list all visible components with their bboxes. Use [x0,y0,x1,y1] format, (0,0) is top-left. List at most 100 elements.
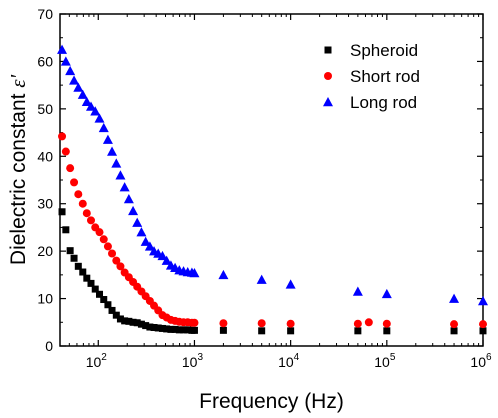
spheroid-point [479,327,487,335]
short-rod-point [61,147,70,156]
long-rod-point [218,269,229,280]
spheroid-point [175,326,183,334]
long-rod-point [57,44,68,54]
spheroid-point [146,323,154,331]
spheroid-point [96,290,104,298]
axes [59,13,484,347]
short-rod-point [74,190,83,199]
short-rod-point [58,132,67,141]
short-rod-point [70,178,79,187]
long-rod-point [352,286,363,296]
x-tick-exponent: 4 [294,352,300,363]
spheroid-point [108,306,116,314]
spheroid-point [142,322,150,330]
x-tick-exponent: 2 [101,352,107,363]
spheroid-point [133,319,141,327]
spheroid-point [116,315,124,323]
short-rod-point [95,228,104,237]
long-rod-point [107,146,118,156]
x-tick-base: 10 [470,354,486,370]
long-rod-point [157,250,168,261]
short-rod-point [257,319,266,328]
spheroid-point [137,320,145,328]
x-tick-label: 105 [374,352,396,370]
short-rod-point [286,319,295,328]
spheroid-point [184,326,192,334]
short-rod-point [190,318,199,327]
long-rod-point [69,75,80,85]
y-tick-label: 10 [37,291,53,307]
y-axis-title: Dielectric constant ε' [6,74,30,265]
long-rod-point [60,56,71,66]
x-tick-base: 10 [278,354,294,370]
spheroid-point [383,327,391,335]
legend-marker-long-rod [323,97,333,107]
spheroid-point [58,208,66,216]
data-points [57,44,488,335]
short-rod-point [82,209,91,218]
long-rod-point [128,205,139,216]
y-tick-label: 30 [37,196,53,212]
long-rod-point [90,106,101,116]
legend-label-long-rod: Long rod [350,93,417,112]
x-tick-exponent: 5 [390,352,396,363]
short-rod-point [479,320,487,329]
spheroid-point [287,327,295,335]
short-rod-point [78,199,87,208]
long-rod-point [449,293,460,303]
long-rod-point [111,158,122,168]
long-rod-point [381,288,392,299]
spheroid-point [100,296,108,304]
legend-label-spheroid: Spheroid [350,41,418,60]
short-rod-point [353,319,362,328]
short-rod-point [103,242,112,251]
y-tick-label: 40 [37,148,53,164]
series-short-rod [58,132,487,329]
spheroid-point [258,327,266,335]
legend-label-short-rod: Short rod [350,67,420,86]
long-rod-point [85,101,96,111]
spheroid-point [167,325,175,333]
long-rod-point [132,217,143,227]
long-rod-point [94,113,105,123]
x-tick-base: 10 [86,354,102,370]
short-rod-point [382,319,391,328]
spheroid-point [129,318,137,326]
x-tick-label: 103 [182,352,204,370]
long-rod-point [123,193,134,204]
short-rod-point [112,256,121,265]
spheroid-point [62,226,70,234]
y-tick-label: 60 [37,53,53,69]
spheroid-point [79,268,87,276]
spheroid-point [104,301,112,309]
spheroid-point [66,247,74,255]
long-rod-point [77,89,88,99]
long-rod-point [161,255,172,265]
long-rod-point [98,122,109,133]
spheroid-point [219,326,227,334]
spheroid-point [163,325,171,333]
spheroid-point [354,327,362,335]
spheroid-point [87,279,95,287]
x-tick-exponent: 6 [486,352,492,363]
long-rod-point [144,241,155,251]
x-tick-base: 10 [182,354,198,370]
legend-marker-short-rod [324,72,332,80]
short-rod-point [116,262,125,271]
spheroid-point [150,324,158,332]
x-axis-title: Frequency (Hz) [199,390,344,413]
spheroid-point [158,324,166,332]
spheroid-point [450,327,458,335]
spheroid-point [171,325,179,333]
long-rod-point [65,65,76,76]
long-rod-point [285,279,296,289]
short-rod-point [450,320,459,329]
spheroid-point [74,262,82,270]
y-tick-label: 70 [37,6,53,22]
y-tick-label: 20 [37,243,53,259]
spheroid-point [125,317,133,325]
long-rod-point [189,267,200,278]
x-tick-label: 102 [86,352,108,370]
short-rod-point [108,249,117,258]
